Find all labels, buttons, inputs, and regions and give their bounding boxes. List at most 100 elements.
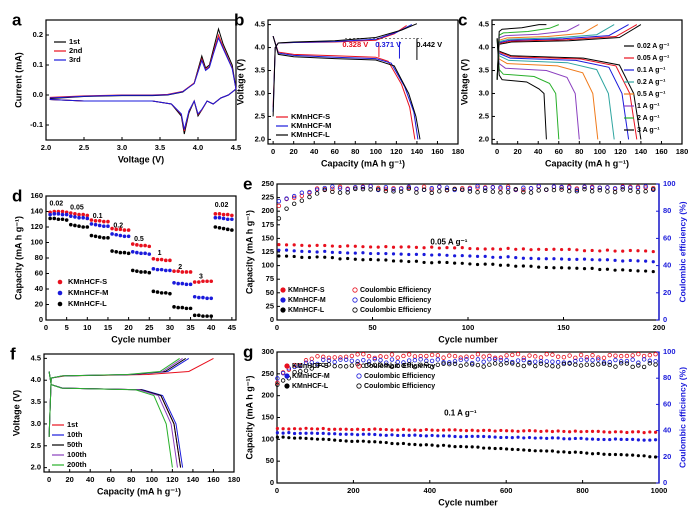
- efficiency-point: [481, 364, 486, 369]
- efficiency-point: [487, 362, 492, 367]
- efficiency-point: [298, 369, 303, 374]
- capacity-point: [422, 260, 426, 265]
- capacity-point: [567, 257, 571, 261]
- cv-curve: [49, 36, 237, 130]
- data-point: [85, 225, 90, 229]
- capacity-point: [596, 437, 600, 442]
- efficiency-point: [361, 357, 366, 363]
- capacity-point: [590, 452, 595, 456]
- capacity-point: [460, 261, 464, 265]
- plot-frame: [276, 183, 660, 321]
- efficiency-point: [303, 360, 309, 366]
- capacity-point: [545, 429, 549, 433]
- capacity-point: [437, 260, 441, 264]
- capacity-point: [384, 433, 388, 437]
- capacity-point: [621, 249, 625, 253]
- efficiency-point: [429, 186, 434, 191]
- efficiency-point: [618, 359, 624, 364]
- capacity-point: [648, 455, 652, 459]
- data-point: [192, 280, 197, 284]
- x-tick-label: 5: [65, 323, 69, 332]
- x-tick-label: 0: [44, 323, 48, 332]
- efficiency-point: [544, 352, 549, 357]
- x-tick-label: 140: [187, 475, 200, 484]
- efficiency-point: [389, 352, 395, 357]
- legend-label: 0.2 A g⁻¹: [637, 79, 666, 86]
- efficiency-point: [573, 355, 578, 361]
- capacity-point: [344, 427, 348, 431]
- capacity-point: [470, 434, 474, 438]
- efficiency-point: [343, 354, 349, 359]
- capacity-point: [284, 254, 289, 258]
- efficiency-point: [303, 368, 309, 373]
- y-axis-label: Current (mA): [13, 52, 23, 108]
- capacity-point: [475, 254, 480, 258]
- legend-label: Coulombic Efficiency: [360, 307, 431, 314]
- efficiency-point: [596, 357, 601, 362]
- efficiency-point: [292, 364, 297, 370]
- efficiency-point: [510, 359, 515, 365]
- capacity-point: [562, 437, 566, 441]
- data-point: [73, 212, 77, 216]
- data-point: [114, 232, 119, 237]
- data-point: [155, 257, 160, 262]
- legend-marker: [284, 363, 290, 369]
- capacity-point: [579, 430, 583, 434]
- data-point: [77, 215, 81, 220]
- efficiency-point: [578, 357, 584, 363]
- y2-tick-label: 0: [663, 478, 667, 487]
- data-point: [60, 212, 65, 217]
- efficiency-point: [321, 362, 326, 368]
- efficiency-point: [504, 360, 509, 366]
- efficiency-point: [635, 189, 641, 195]
- data-point: [213, 215, 218, 220]
- y2-tick-label: 20: [663, 452, 671, 461]
- legend-marker: [284, 373, 290, 379]
- legend-label: 10th: [67, 430, 83, 439]
- capacity-point: [436, 428, 440, 432]
- capacity-point: [468, 246, 472, 251]
- data-point: [176, 281, 180, 286]
- capacity-point: [384, 427, 388, 432]
- x-tick-label: 80: [575, 147, 583, 156]
- efficiency-point: [515, 358, 521, 363]
- legend-label: 0.05 A g⁻¹: [637, 55, 670, 62]
- data-point: [110, 249, 114, 253]
- legend-marker: [356, 383, 362, 389]
- capacity-point: [327, 432, 331, 436]
- legend-label: KMnHCF-L: [288, 307, 325, 314]
- efficiency-point: [620, 185, 625, 190]
- capacity-point: [537, 247, 541, 251]
- data-point: [126, 234, 131, 239]
- y2-tick-label: 60: [663, 399, 671, 408]
- data-point: [143, 251, 147, 256]
- capacity-point: [653, 438, 658, 442]
- data-point: [151, 289, 156, 294]
- efficiency-point: [630, 357, 635, 362]
- capacity-point: [356, 433, 360, 437]
- x-tick-label: 2.0: [41, 143, 51, 152]
- capacity-point: [419, 428, 423, 432]
- efficiency-point: [291, 201, 297, 207]
- data-point: [192, 294, 197, 299]
- rate-label: 3: [199, 273, 203, 280]
- data-point: [114, 227, 119, 232]
- efficiency-point: [441, 360, 446, 365]
- cycle-discharge-curve: [48, 371, 173, 468]
- data-point: [97, 223, 102, 228]
- efficiency-point: [612, 189, 618, 195]
- efficiency-point: [353, 185, 358, 190]
- efficiency-point: [460, 187, 465, 193]
- capacity-point: [596, 451, 600, 456]
- capacity-point: [514, 264, 518, 268]
- capacity-point: [453, 434, 457, 439]
- capacity-point: [413, 428, 417, 432]
- y-tick-label: 60: [35, 268, 43, 277]
- y-tick-label: 3.5: [31, 397, 41, 406]
- data-point: [102, 236, 106, 240]
- legend-label: KMnHCF-M: [288, 297, 326, 304]
- efficiency-point: [538, 355, 544, 360]
- capacity-point: [300, 243, 304, 247]
- data-point: [143, 270, 147, 274]
- x-tick-label: 100: [146, 475, 159, 484]
